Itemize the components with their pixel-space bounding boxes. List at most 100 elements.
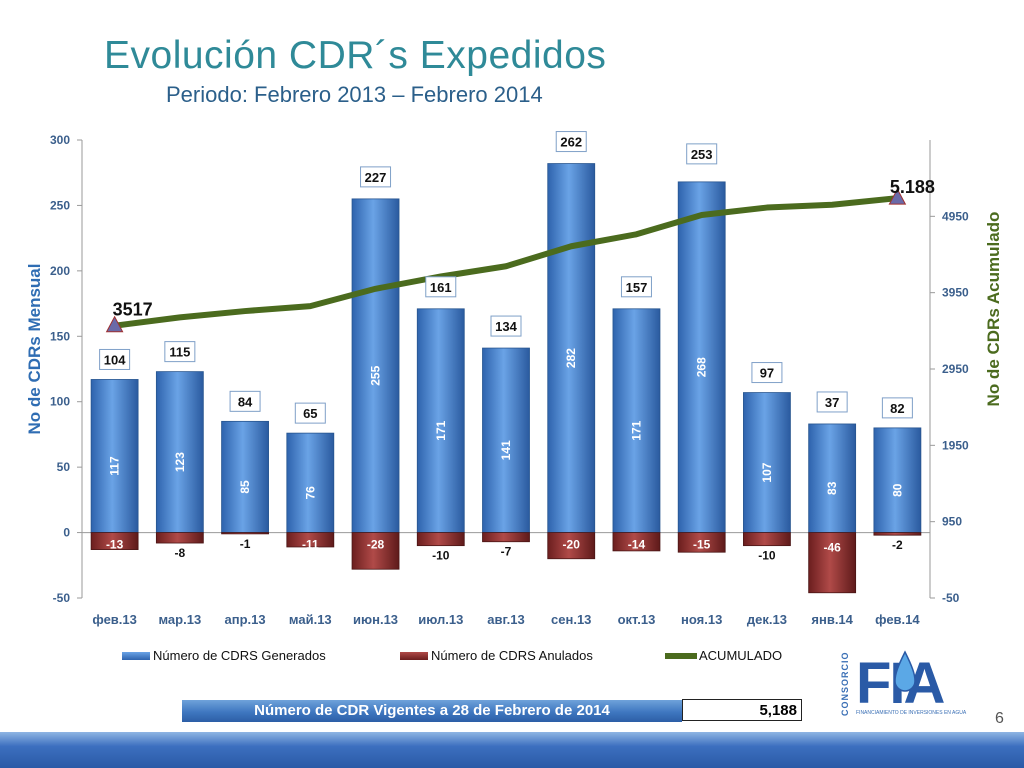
logo-side-text: CONSORCIO xyxy=(840,651,850,716)
right-tick-label: -50 xyxy=(942,591,960,605)
bar-annulled xyxy=(351,532,400,570)
legend-label-cumulative: ACUMULADO xyxy=(699,648,782,663)
category-label: фев.14 xyxy=(875,612,920,627)
net-value-box xyxy=(360,166,392,188)
bar-generated xyxy=(286,432,335,533)
bar-generated xyxy=(482,347,530,533)
bar-annulled xyxy=(677,532,726,553)
bar-generated-label: 255 xyxy=(369,365,383,385)
bar-generated xyxy=(808,423,857,533)
bar-generated-label: 171 xyxy=(629,420,643,440)
category-label: июн.13 xyxy=(353,612,398,627)
bar-generated-label: 83 xyxy=(825,481,839,495)
bar-annulled xyxy=(612,532,661,552)
net-value-label: 115 xyxy=(169,345,190,360)
net-value-box xyxy=(686,143,718,165)
right-tick-label: 3950 xyxy=(942,286,969,300)
bar-annulled-label: -10 xyxy=(432,549,450,563)
bar-generated-label: 123 xyxy=(173,452,187,472)
bar-annulled-label: -15 xyxy=(693,538,711,552)
footer-label: Número de CDR Vigentes a 28 de Febrero d… xyxy=(182,700,682,722)
net-value-label: 157 xyxy=(626,280,648,295)
bar-annulled-label: -11 xyxy=(302,538,319,552)
net-value-label: 161 xyxy=(430,280,452,295)
line-start-label: 3517 xyxy=(113,300,153,320)
bar-generated-label: 85 xyxy=(238,480,252,494)
bottom-band xyxy=(0,732,1024,768)
net-value-box xyxy=(751,362,783,384)
bar-annulled xyxy=(416,532,465,547)
line-end-marker xyxy=(105,315,124,333)
category-label: окт.13 xyxy=(618,612,656,627)
cdr-chart: -50 0 50 100 150 200 250 300 -50 950 1950 2950 3950 4… xyxy=(25,131,1003,663)
legend-swatch-annulled xyxy=(400,652,428,660)
left-tick-label: 300 xyxy=(50,133,70,147)
category-label: авг.13 xyxy=(487,612,524,627)
bar-annulled xyxy=(743,532,791,547)
bar-annulled-label: -10 xyxy=(758,549,776,563)
left-tick-label: -50 xyxy=(53,591,71,605)
net-value-box xyxy=(555,131,587,153)
logo-tagline: FINANCIAMIENTO DE INVERSIONES EN AGUA xyxy=(856,710,967,716)
bar-generated-label: 171 xyxy=(434,420,448,440)
bar-annulled-label: -1 xyxy=(240,537,251,551)
right-tick-label: 2950 xyxy=(942,362,969,376)
bar-generated xyxy=(155,371,204,533)
bar-annulled xyxy=(547,532,596,560)
bar-generated-label: 268 xyxy=(695,357,709,377)
legend-label-annulled: Número de CDRS Anulados xyxy=(431,648,593,663)
bar-generated xyxy=(612,308,661,533)
cumulative-line xyxy=(111,195,901,329)
category-label: янв.14 xyxy=(811,612,853,627)
net-value-label: 84 xyxy=(238,394,253,409)
net-value-label: 65 xyxy=(303,406,317,421)
legend-label-generated: Número de CDRS Generados xyxy=(153,648,326,663)
bar-annulled-label: -14 xyxy=(628,538,646,552)
water-drop-icon xyxy=(894,650,916,692)
net-value-label: 97 xyxy=(760,366,774,381)
left-tick-label: 50 xyxy=(57,460,71,474)
bar-generated xyxy=(351,198,400,533)
fia-logo: CONSORCIO FIA FINANCIAMIENTO DE INVERSIO… xyxy=(838,650,978,722)
net-value-label: 82 xyxy=(890,401,904,416)
net-value-box xyxy=(425,276,457,298)
net-value-label: 37 xyxy=(825,395,839,410)
bar-generated xyxy=(873,427,922,533)
legend-swatch-generated xyxy=(122,652,150,660)
bar-generated-label: 141 xyxy=(499,440,513,460)
bar-annulled xyxy=(873,532,922,536)
category-label: сен.13 xyxy=(551,612,591,627)
bar-generated xyxy=(90,379,139,533)
bar-generated-label: 76 xyxy=(303,486,317,500)
category-label: мар.13 xyxy=(158,612,201,627)
net-value-box xyxy=(164,341,196,363)
bar-generated xyxy=(743,392,791,533)
left-tick-label: 200 xyxy=(50,264,70,278)
bar-annulled-label: -8 xyxy=(175,546,186,560)
left-tick-label: 100 xyxy=(50,395,70,409)
bar-annulled-label: -20 xyxy=(563,538,581,552)
bar-annulled xyxy=(221,532,269,535)
page-number: 6 xyxy=(995,710,1004,727)
right-axis-title: No de CDRs Acumulado xyxy=(984,212,1003,407)
bar-annulled xyxy=(808,532,857,594)
net-value-box xyxy=(816,391,848,413)
left-tick-label: 250 xyxy=(50,198,70,212)
bar-annulled xyxy=(90,532,139,550)
left-axis-title: No de CDRs Mensual xyxy=(25,264,44,435)
bar-annulled xyxy=(482,532,530,543)
bar-annulled-label: -13 xyxy=(106,538,124,552)
net-value-box xyxy=(99,348,131,370)
bar-annulled xyxy=(286,532,335,548)
line-end-marker xyxy=(888,188,907,205)
net-value-label: 134 xyxy=(495,319,517,334)
bar-annulled-label: -2 xyxy=(892,538,903,552)
net-value-box xyxy=(620,276,652,298)
bar-annulled-label: -28 xyxy=(367,538,385,552)
bar-generated-label: 117 xyxy=(108,456,122,476)
net-value-box xyxy=(294,402,326,424)
bar-generated-label: 80 xyxy=(890,483,904,497)
bar-generated xyxy=(221,420,269,533)
line-end-label: 5.188 xyxy=(890,177,935,197)
net-value-label: 104 xyxy=(104,352,126,367)
